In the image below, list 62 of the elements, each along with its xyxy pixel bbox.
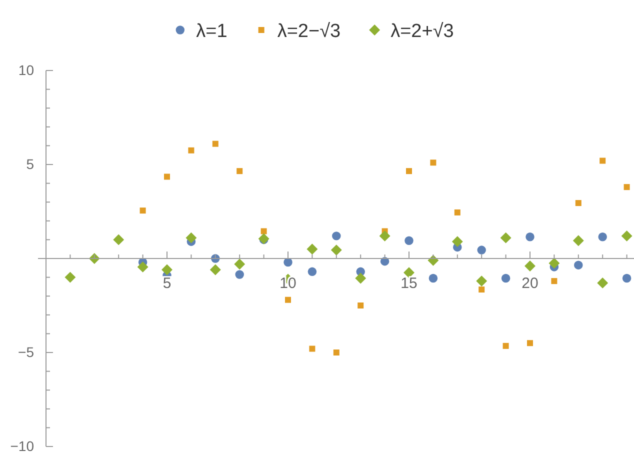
point (404, 236, 414, 245)
point (621, 230, 632, 242)
point (210, 264, 221, 276)
y-tick-label: 5 (26, 156, 34, 172)
legend-label: λ=2+√3 (390, 21, 454, 42)
x-tick-label: 15 (400, 275, 418, 292)
point (236, 168, 243, 174)
legend-label: λ=2−√3 (277, 21, 341, 42)
point (501, 274, 510, 283)
x-tick-label: 5 (162, 275, 172, 292)
x-tick-label: 10 (280, 275, 296, 292)
point (113, 234, 124, 246)
point (527, 340, 533, 346)
y-tick-label: −10 (10, 438, 34, 454)
legend-label: λ=1 (196, 21, 228, 42)
point (164, 174, 170, 180)
point (140, 208, 146, 214)
point (572, 235, 584, 246)
point (234, 258, 246, 270)
point (502, 342, 509, 349)
point (308, 267, 317, 276)
point (624, 184, 630, 190)
point (162, 264, 172, 276)
point (575, 200, 582, 206)
point (212, 140, 218, 147)
point (574, 260, 583, 270)
point (285, 296, 291, 303)
point (64, 272, 76, 283)
point (379, 230, 390, 242)
y-tick-label: 10 (18, 62, 34, 78)
point (548, 258, 560, 269)
point (430, 160, 436, 166)
point (551, 278, 558, 284)
point (452, 236, 463, 248)
point (309, 346, 316, 352)
point (404, 267, 414, 278)
point (186, 232, 197, 244)
x-tick-label: 20 (522, 275, 538, 292)
point (358, 302, 364, 308)
point (598, 232, 607, 242)
point (406, 168, 412, 174)
point (526, 232, 534, 242)
point (454, 209, 460, 216)
point (333, 350, 340, 356)
y-tick-label: −5 (18, 344, 34, 360)
point (330, 244, 342, 256)
point (597, 277, 608, 288)
point (622, 274, 632, 283)
point (332, 232, 341, 240)
point (476, 276, 488, 287)
point (188, 147, 194, 154)
point (137, 261, 148, 272)
point (500, 232, 512, 244)
point (477, 246, 486, 254)
point (306, 244, 318, 255)
point (355, 272, 366, 284)
point (235, 270, 244, 279)
point (478, 286, 485, 293)
point (600, 158, 606, 164)
point (260, 228, 267, 234)
point (524, 260, 536, 272)
point (428, 274, 438, 283)
